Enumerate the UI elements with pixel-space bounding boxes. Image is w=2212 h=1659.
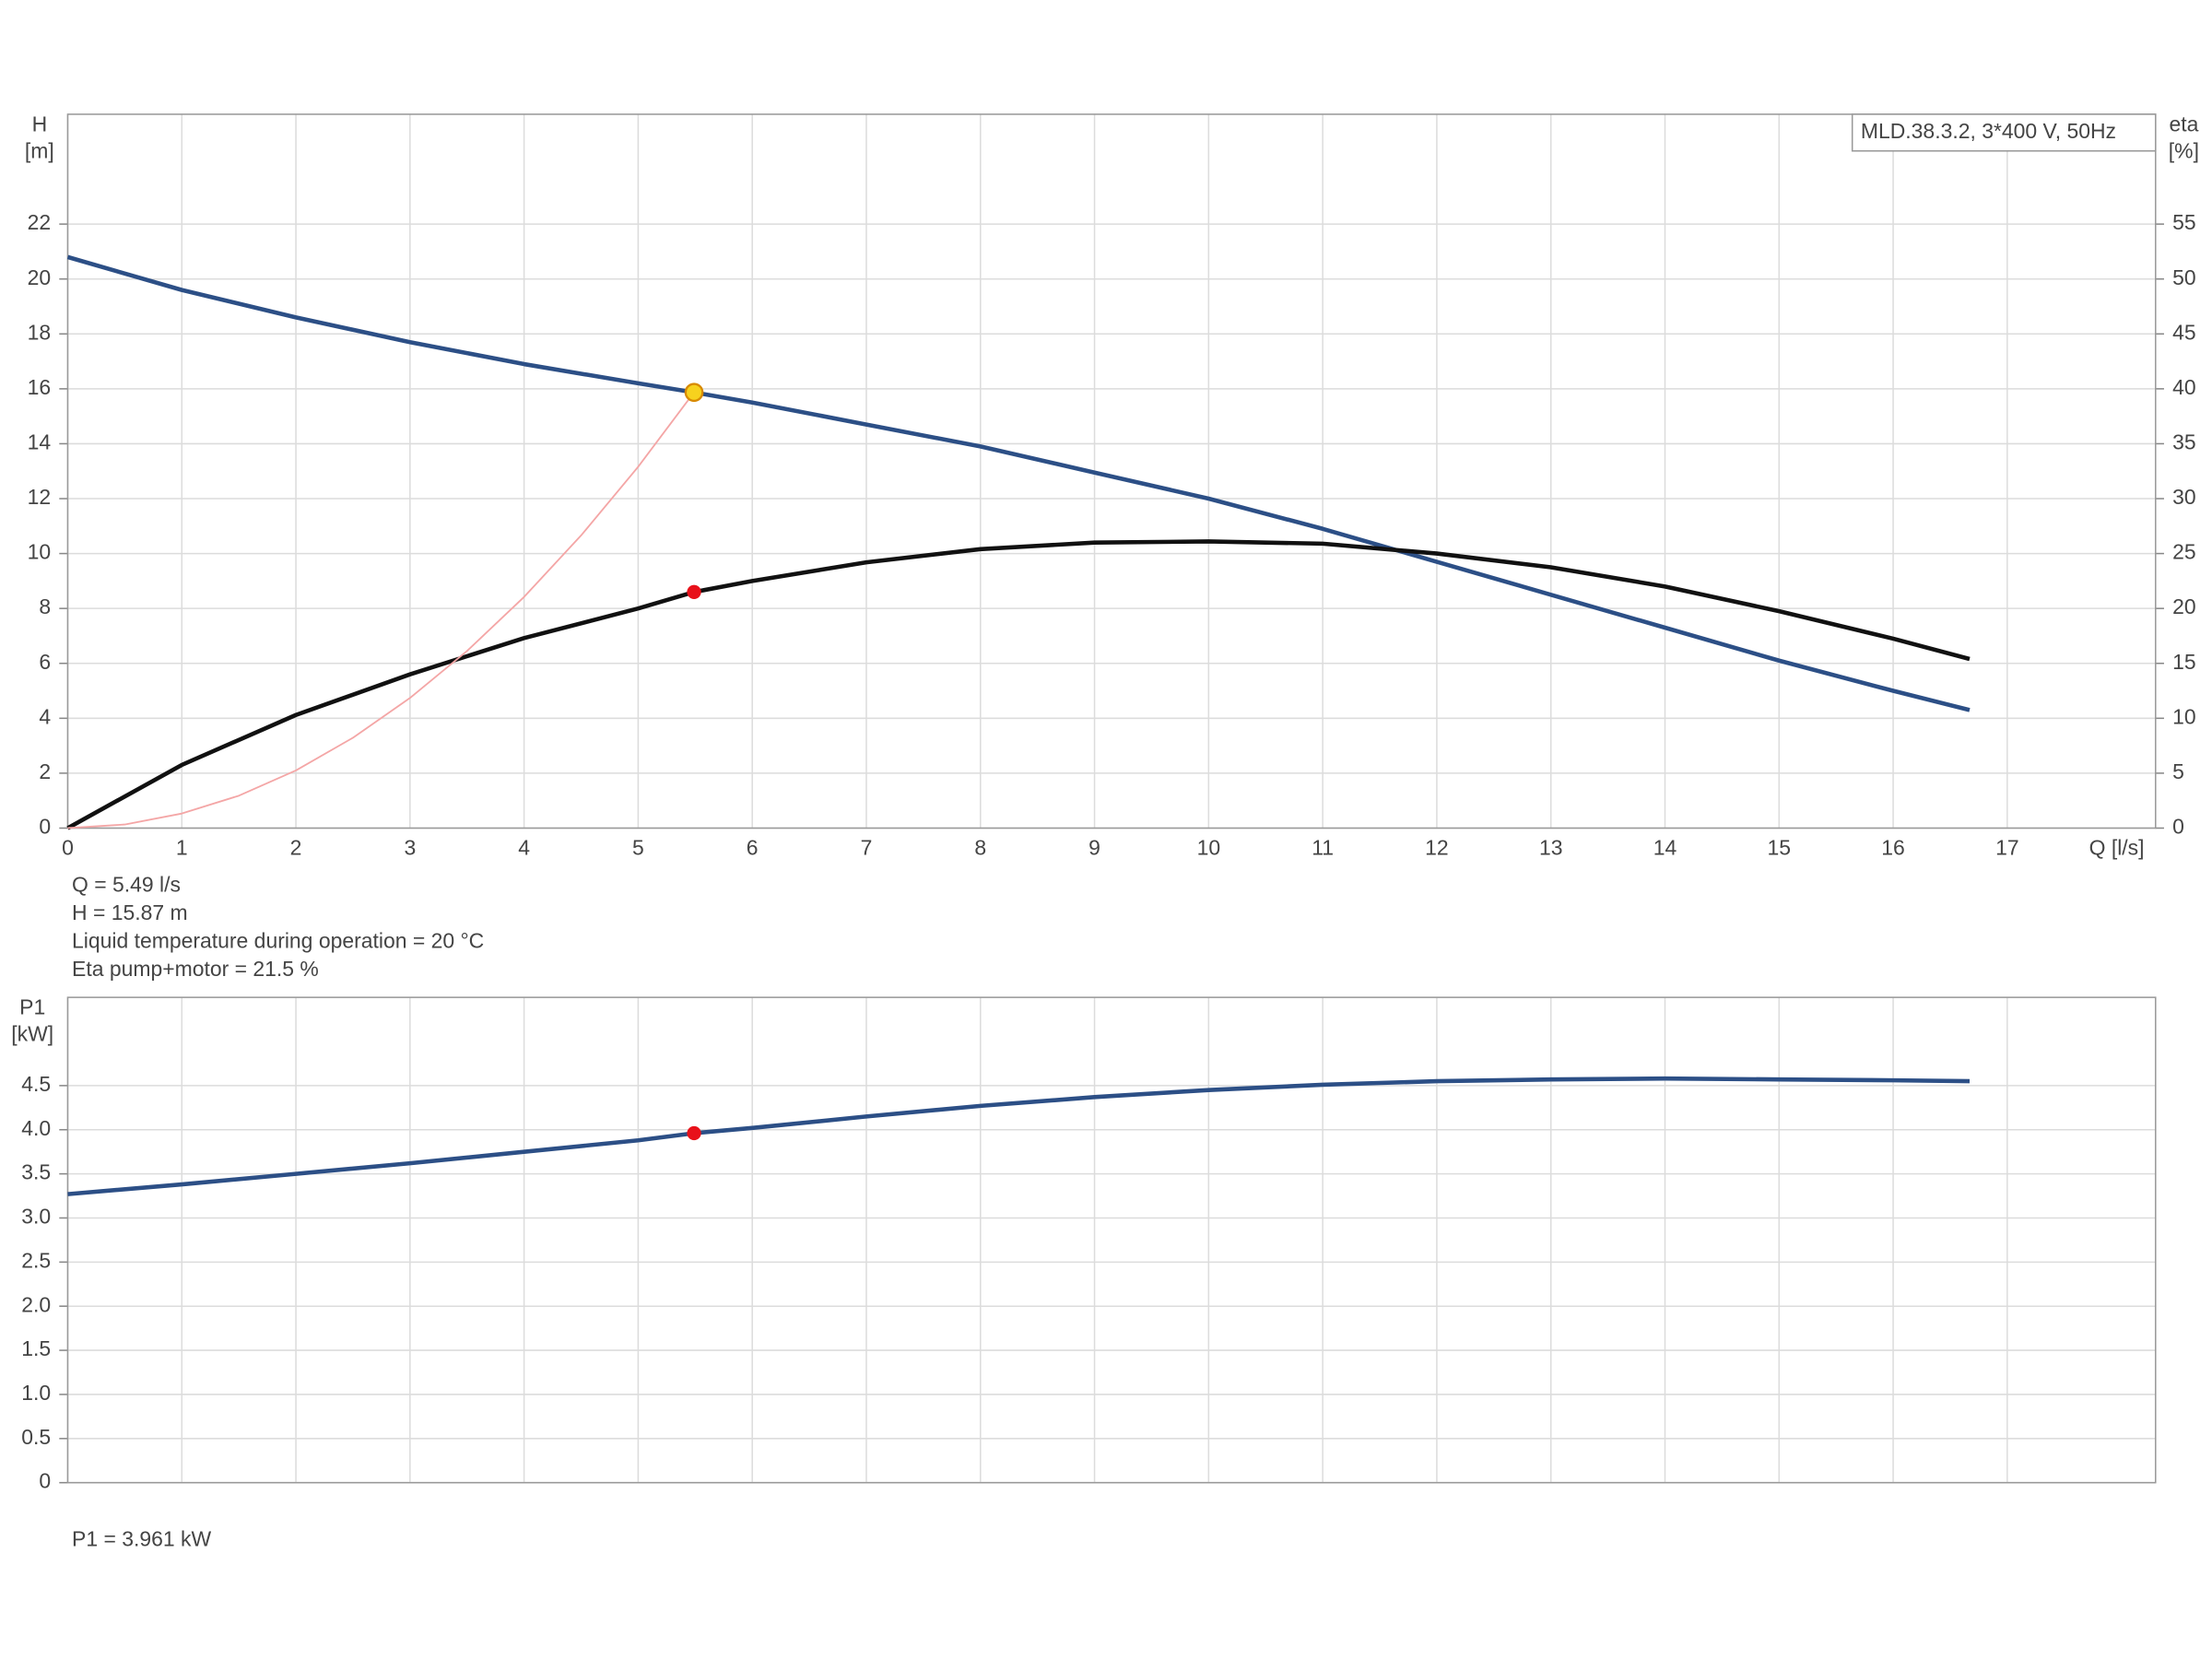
legend-text: MLD.38.3.2, 3*400 V, 50Hz: [1861, 119, 2116, 143]
y2-tick-label: 40: [2172, 375, 2196, 399]
x-tick-label: 5: [632, 835, 644, 859]
x-tick-label: 13: [1539, 835, 1563, 859]
curve: [67, 392, 695, 830]
y-tick-label: 22: [28, 210, 52, 234]
x-tick-label: 2: [290, 835, 302, 859]
y2-tick-label: 55: [2172, 210, 2196, 234]
y-tick-label: 18: [28, 320, 52, 344]
x-tick-label: 16: [1881, 835, 1905, 859]
y-tick-label: 14: [28, 429, 52, 453]
curve: [66, 254, 1971, 712]
y2-axis-label: eta: [2169, 112, 2198, 135]
y2-tick-label: 0: [2172, 815, 2184, 839]
y-tick-label: 6: [39, 650, 51, 674]
y-tick-label: 4.0: [21, 1116, 51, 1140]
x-tick-label: 1: [176, 835, 188, 859]
y-tick-label: 1.0: [21, 1381, 51, 1405]
y-tick-label: 20: [28, 265, 52, 289]
y-axis-label: [m]: [25, 138, 54, 162]
curve: [67, 1076, 1971, 1196]
x-tick-label: 3: [404, 835, 416, 859]
y-tick-label: 16: [28, 375, 52, 399]
y-tick-label: 2: [39, 759, 51, 783]
y2-axis-label: [%]: [2169, 138, 2199, 162]
y2-tick-label: 20: [2172, 594, 2196, 618]
legend-box: [1851, 113, 2157, 152]
plot-frame: [66, 996, 2157, 1484]
y-tick-label: 3.0: [21, 1205, 51, 1229]
x-tick-label: 0: [62, 835, 74, 859]
y2-tick-label: 10: [2172, 704, 2196, 728]
x-tick-label: 8: [974, 835, 986, 859]
y-axis-label: [kW]: [11, 1022, 53, 1046]
annotation: P1 = 3.961 kW: [72, 1526, 211, 1550]
x-tick-label: 6: [747, 835, 759, 859]
x-tick-label: 17: [1995, 835, 2019, 859]
y-tick-label: 4: [39, 704, 51, 728]
x-tick-label: 12: [1425, 835, 1449, 859]
y-axis-label: H: [32, 112, 48, 135]
y-tick-label: 0.5: [21, 1425, 51, 1449]
y-tick-label: 4.5: [21, 1072, 51, 1096]
x-tick-label: 11: [1312, 835, 1334, 859]
x-axis-label: Q [l/s]: [2089, 835, 2145, 859]
y-axis-label: P1: [19, 994, 45, 1018]
operating-point: [687, 584, 701, 599]
y-tick-label: 2.0: [21, 1292, 51, 1316]
y-tick-label: 0: [39, 1469, 51, 1493]
y2-tick-label: 25: [2172, 540, 2196, 564]
y2-tick-label: 45: [2172, 320, 2196, 344]
y-tick-label: 3.5: [21, 1160, 51, 1184]
y-tick-label: 1.5: [21, 1336, 51, 1360]
y2-tick-label: 15: [2172, 650, 2196, 674]
curve: [66, 539, 1971, 830]
x-tick-label: 10: [1197, 835, 1221, 859]
annotation: Liquid temperature during operation = 20…: [72, 929, 484, 953]
y-tick-label: 0: [39, 815, 51, 839]
x-tick-label: 7: [861, 835, 873, 859]
y2-tick-label: 5: [2172, 759, 2184, 783]
y-tick-label: 12: [28, 485, 52, 509]
operating-point: [687, 1125, 701, 1141]
x-tick-label: 4: [518, 835, 530, 859]
x-tick-label: 15: [1768, 835, 1792, 859]
x-tick-label: 9: [1088, 835, 1100, 859]
y2-tick-label: 35: [2172, 429, 2196, 453]
y-tick-label: 8: [39, 594, 51, 618]
y-tick-label: 10: [28, 540, 52, 564]
operating-point: [684, 382, 704, 403]
y2-tick-label: 30: [2172, 485, 2196, 509]
annotation: Q = 5.49 l/s: [72, 872, 181, 896]
annotation: H = 15.87 m: [72, 900, 188, 924]
plot-frame: [66, 113, 2157, 830]
y2-tick-label: 50: [2172, 265, 2196, 289]
x-tick-label: 14: [1653, 835, 1677, 859]
y-tick-label: 2.5: [21, 1248, 51, 1272]
annotation: Eta pump+motor = 21.5 %: [72, 957, 319, 981]
